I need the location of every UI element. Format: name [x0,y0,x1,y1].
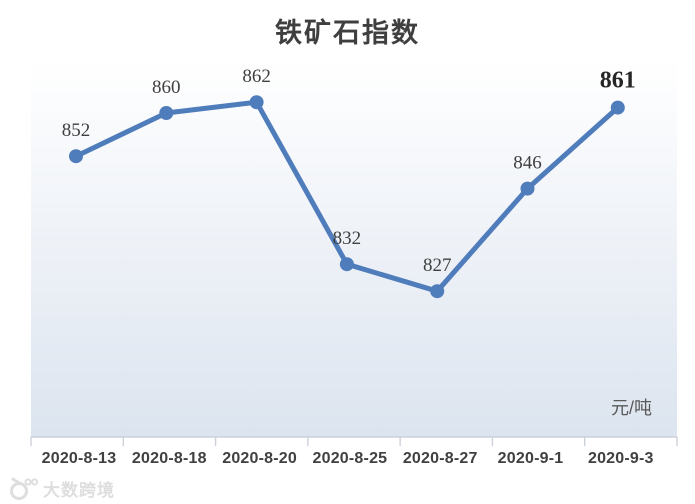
data-label: 846 [513,153,542,174]
x-axis-label: 2020-8-27 [403,450,478,467]
data-point [520,181,535,196]
x-axis-label: 2020-8-20 [222,450,297,467]
data-point [249,95,264,110]
x-axis-label: 2020-9-1 [498,450,564,467]
x-axis-label: 2020-8-25 [313,450,388,467]
data-label: 860 [152,77,181,98]
chart-title: 铁矿石指数 [275,18,420,48]
unit-label: 元/吨 [610,398,652,418]
data-point [430,284,445,299]
data-label: 832 [333,228,362,249]
data-label: 861 [600,68,636,94]
x-axis-label: 2020-8-18 [132,450,207,467]
data-label: 827 [423,255,452,276]
watermark-logo-icon [10,477,38,500]
x-axis-label: 2020-9-3 [588,450,654,467]
data-point [69,149,83,164]
data-point [610,100,625,115]
x-axis-label: 2020-8-13 [42,450,117,467]
data-point [159,106,174,120]
data-point [339,257,354,272]
watermark-text: 大数跨境 [43,481,115,500]
watermark: 大数跨境 [8,476,115,501]
plot-area [31,59,677,437]
data-label: 862 [242,66,271,87]
data-label: 852 [62,120,91,141]
